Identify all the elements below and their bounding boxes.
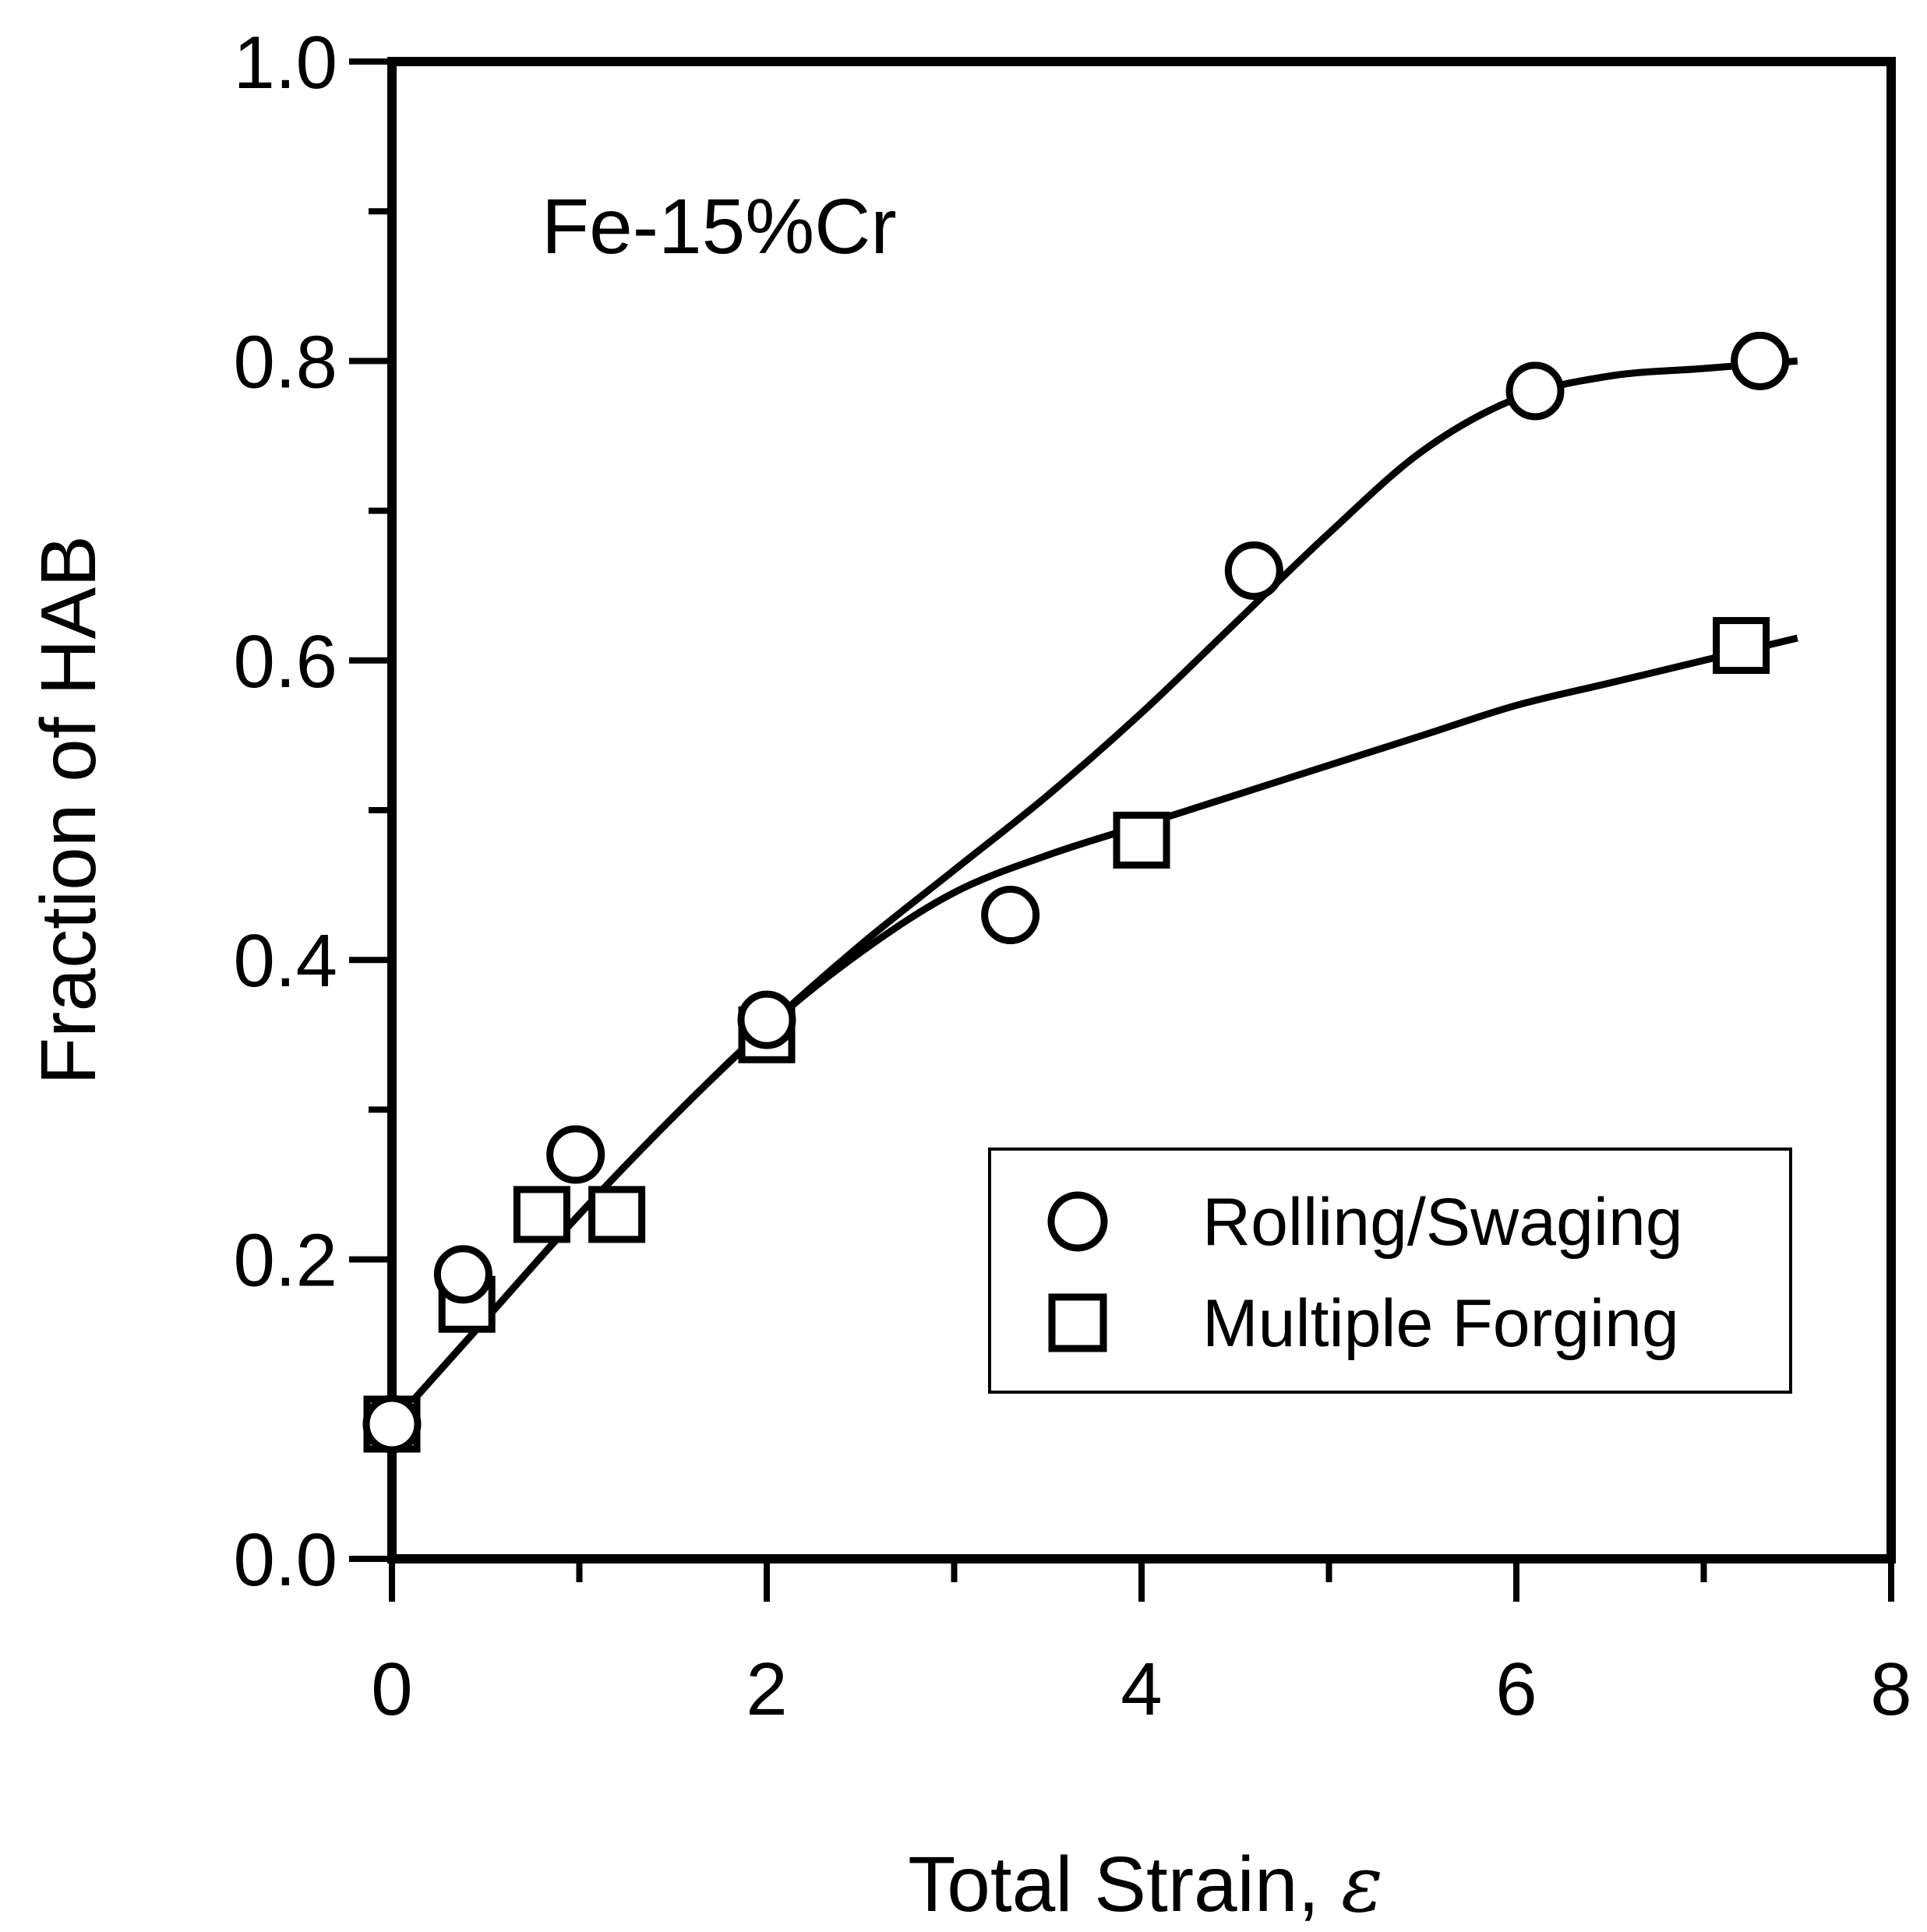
x-axis-title: Total Strain, ε [908, 1839, 1382, 1930]
multiple-forging-point [1713, 617, 1770, 675]
rolling-swaging-point [1505, 361, 1565, 421]
annotation-label: Fe-15%Cr [542, 183, 897, 270]
x-tick-label: 6 [1495, 1648, 1537, 1731]
data-markers [362, 331, 1790, 1454]
legend-label-rolling-swaging: Rolling/Swaging [1202, 1185, 1683, 1260]
x-axis-title-symbol: ε [1341, 1839, 1383, 1930]
y-tick-label: 1.0 [234, 21, 337, 104]
y-tick-label: 0.8 [234, 320, 337, 404]
legend: Rolling/Swaging Multiple Forging [988, 1148, 1792, 1394]
rolling-swaging-point [433, 1245, 492, 1304]
x-tick-label: 0 [371, 1648, 412, 1731]
x-tick-label: 4 [1121, 1648, 1162, 1731]
x-axis-ticks: 0 2 4 6 8 [371, 1559, 1912, 1731]
y-axis-title: Fraction of HAB [25, 535, 112, 1085]
legend-label-multiple-forging: Multiple Forging [1202, 1286, 1679, 1361]
x-tick-label: 2 [746, 1648, 787, 1731]
legend-box [988, 1148, 1792, 1394]
legend-square-icon [1048, 1293, 1107, 1352]
rolling-swaging-point [1224, 541, 1283, 600]
y-axis-ticks: 0.0 0.2 0.4 0.6 0.8 1.0 [234, 21, 392, 1602]
rolling-swaging-point [1731, 331, 1790, 390]
rolling-swaging-point [362, 1394, 422, 1454]
x-axis-title-text: Total Strain, [908, 1841, 1341, 1928]
x-tick-label: 8 [1870, 1648, 1911, 1731]
rolling-swaging-point [546, 1125, 605, 1184]
multiple-forging-point [513, 1186, 570, 1243]
multiple-forging-point [1113, 811, 1170, 869]
y-tick-label: 0.2 [234, 1219, 337, 1303]
multiple-forging-point [588, 1186, 646, 1243]
y-tick-label: 0.4 [234, 919, 337, 1003]
y-tick-label: 0.6 [234, 620, 337, 703]
y-tick-label: 0.0 [234, 1518, 337, 1602]
rolling-swaging-point [981, 886, 1040, 945]
legend-circle-icon [1047, 1191, 1108, 1252]
rolling-swaging-point [737, 990, 796, 1049]
